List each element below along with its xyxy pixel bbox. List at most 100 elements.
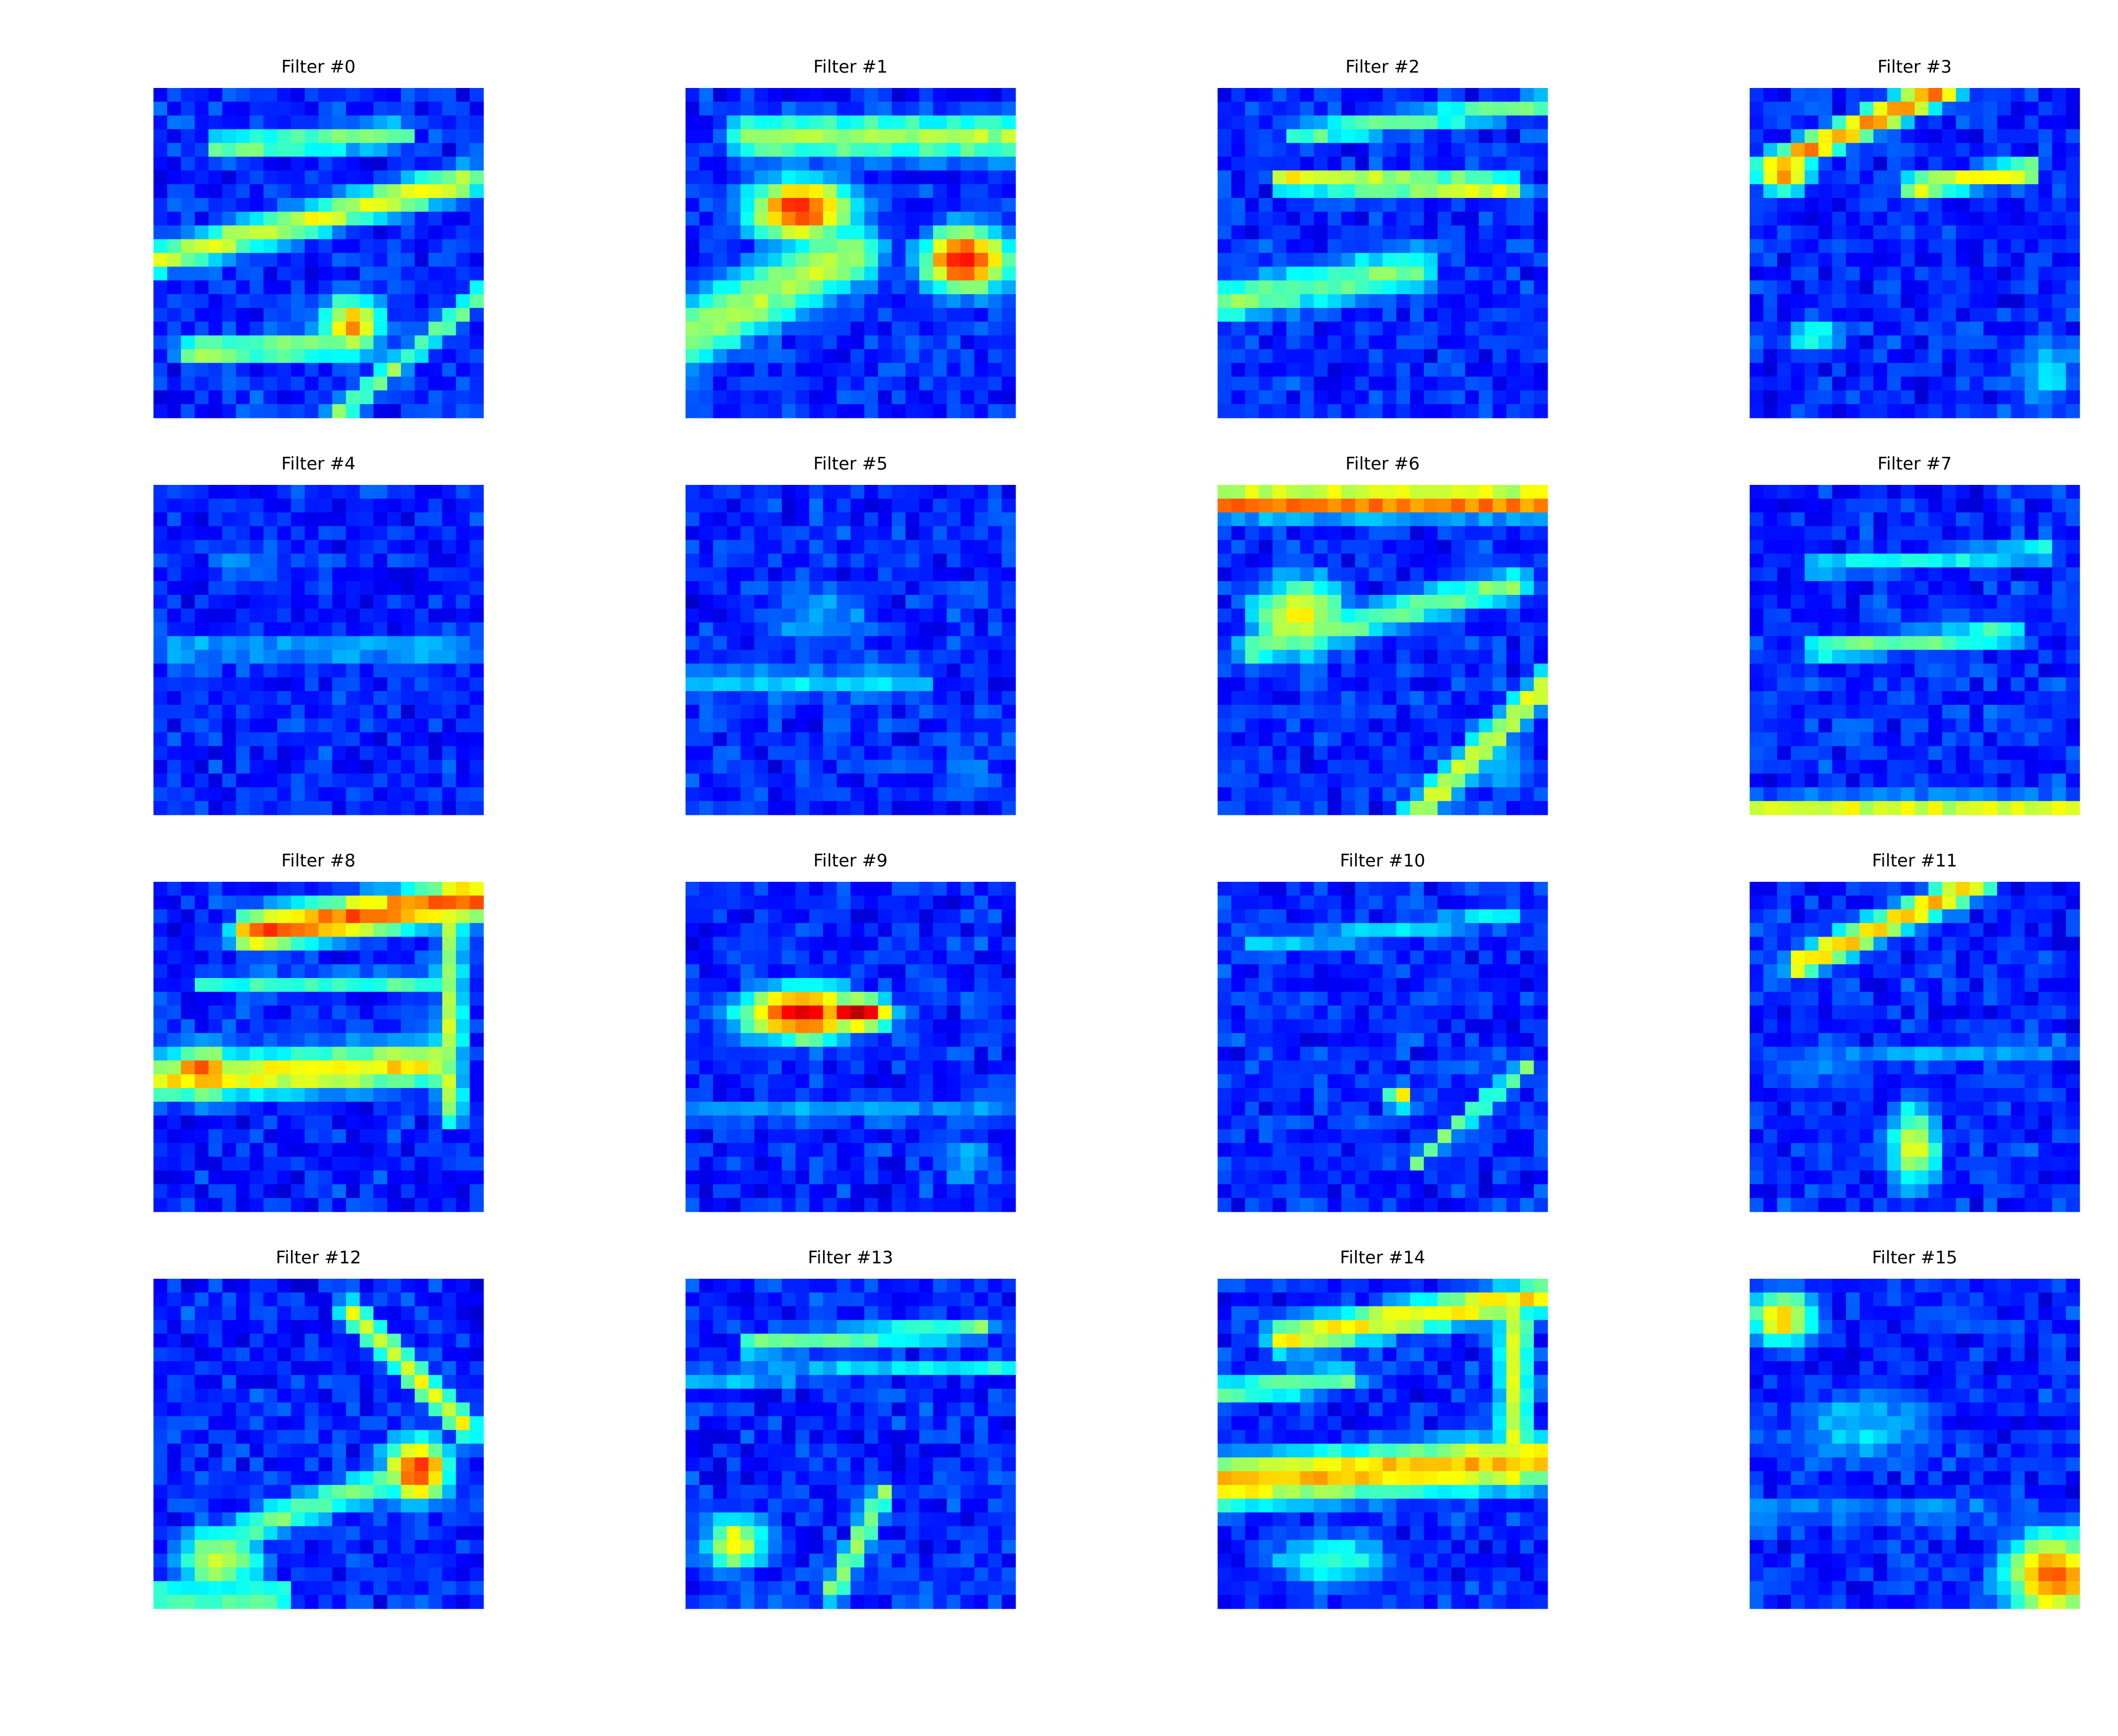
- heatmap-cell: [167, 170, 182, 185]
- heatmap-cell: [1791, 335, 1805, 350]
- heatmap-cell: [864, 363, 878, 377]
- heatmap-cell: [387, 801, 402, 815]
- heatmap-cell: [304, 909, 319, 924]
- heatmap-cell: [414, 308, 429, 322]
- heatmap-cell: [181, 512, 195, 527]
- heatmap-cell: [1465, 321, 1480, 336]
- heatmap-cell: [1534, 404, 1548, 418]
- heatmap-cell: [782, 376, 796, 391]
- heatmap-cell: [1231, 512, 1246, 527]
- heatmap-cell: [304, 143, 319, 157]
- heatmap-cell: [699, 294, 714, 308]
- heatmap-cell: [208, 978, 223, 992]
- heatmap-cell: [2024, 526, 2039, 541]
- heatmap-cell: [222, 1088, 236, 1102]
- heatmap-cell: [1286, 567, 1300, 582]
- heatmap-cell: [919, 567, 934, 582]
- heatmap-cell: [470, 184, 484, 198]
- heatmap-cell: [1465, 705, 1480, 719]
- heatmap-cell: [401, 773, 415, 788]
- heatmap-cell: [1341, 184, 1356, 198]
- heatmap-cell: [291, 677, 305, 692]
- heatmap-cell: [1300, 321, 1314, 336]
- heatmap-cell: [1410, 88, 1424, 102]
- heatmap-cell: [401, 143, 415, 157]
- heatmap-cell: [1942, 198, 1956, 212]
- heatmap-cell: [1272, 663, 1287, 678]
- heatmap-cell: [1860, 608, 1874, 623]
- heatmap-cell: [222, 950, 236, 965]
- heatmap-cell: [1479, 801, 1493, 815]
- heatmap-cell: [906, 321, 920, 336]
- heatmap-cell: [332, 787, 346, 802]
- heatmap-cell: [1286, 760, 1300, 774]
- heatmap-cell: [1259, 349, 1273, 364]
- heatmap-cell: [442, 239, 456, 254]
- heatmap-cell: [864, 760, 878, 774]
- heatmap-cell: [1492, 266, 1507, 281]
- heatmap-cell: [1369, 363, 1383, 377]
- heatmap-cell: [1341, 677, 1356, 692]
- heatmap-cell: [414, 718, 429, 733]
- heatmap-cell: [153, 1033, 168, 1048]
- heatmap-cell: [1970, 650, 1984, 664]
- heatmap-cell: [360, 895, 374, 910]
- heatmap-cell: [250, 1047, 264, 1061]
- heatmap-cell: [1424, 498, 1438, 513]
- heatmap-cell: [1860, 677, 1874, 692]
- heatmap-cell: [401, 239, 415, 254]
- heatmap-cell: [263, 1074, 278, 1088]
- heatmap-cell: [208, 170, 223, 185]
- heatmap-cell: [1997, 787, 2012, 802]
- heatmap-cell: [428, 294, 443, 308]
- heatmap-cell: [1341, 101, 1356, 116]
- heatmap-cell: [318, 485, 333, 499]
- heatmap-cell: [1534, 198, 1548, 212]
- heatmap-cell: [208, 321, 223, 336]
- heatmap-cell: [1983, 485, 1998, 499]
- heatmap-cell: [850, 787, 865, 802]
- heatmap-cell: [782, 787, 796, 802]
- heatmap-cell: [1479, 225, 1493, 240]
- heatmap-cell: [699, 512, 714, 527]
- heatmap-cell: [796, 567, 810, 582]
- heatmap-cell: [768, 404, 782, 418]
- heatmap-cell: [782, 677, 796, 692]
- heatmap-cell: [1424, 266, 1438, 281]
- heatmap-cell: [222, 363, 236, 377]
- heatmap-cell: [850, 746, 865, 761]
- heatmap-cell: [428, 992, 443, 1006]
- heatmap-cell: [222, 211, 236, 226]
- heatmap-cell: [194, 705, 209, 719]
- heatmap-cell: [1438, 732, 1452, 747]
- heatmap-cell: [1369, 280, 1383, 295]
- heatmap-cell: [892, 746, 906, 761]
- heatmap-cell: [2011, 335, 2025, 350]
- heatmap-cell: [153, 650, 168, 664]
- heatmap-cell: [1506, 170, 1520, 185]
- heatmap-cell: [1465, 787, 1480, 802]
- heatmap-cell: [442, 622, 456, 637]
- heatmap-cell: [768, 746, 782, 761]
- heatmap-cell: [2011, 732, 2025, 747]
- heatmap-cell: [1492, 663, 1507, 678]
- heatmap-cell: [1451, 294, 1466, 308]
- heatmap-cell: [1492, 498, 1507, 513]
- heatmap-cell: [1396, 526, 1410, 541]
- heatmap-cell: [933, 622, 947, 637]
- heatmap-cell: [754, 115, 768, 130]
- heatmap-cell: [1750, 129, 1764, 144]
- heatmap-cell: [2038, 581, 2053, 595]
- heatmap-cell: [2052, 184, 2066, 198]
- heatmap-cell: [250, 622, 264, 637]
- heatmap-cell: [1341, 266, 1356, 281]
- heatmap-cell: [470, 718, 484, 733]
- heatmap-cell: [1382, 349, 1397, 364]
- heatmap-cell: [318, 1060, 333, 1075]
- heatmap-cell: [919, 581, 934, 595]
- heatmap-cell: [946, 280, 961, 295]
- heatmap-cell: [906, 335, 920, 350]
- heatmap-cell: [1272, 390, 1287, 405]
- heatmap-cell: [1997, 101, 2012, 116]
- heatmap-cell: [1272, 129, 1287, 144]
